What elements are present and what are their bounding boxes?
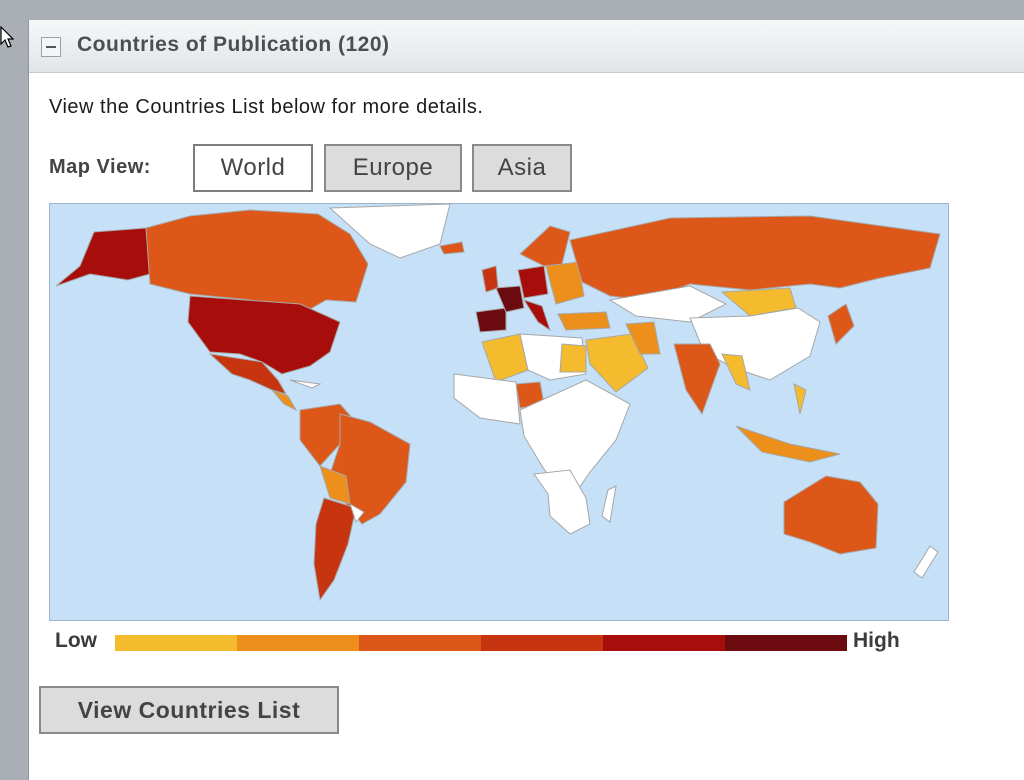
europe-view-button[interactable]: Europe bbox=[324, 144, 462, 192]
country-india bbox=[673, 343, 721, 416]
country-iran bbox=[625, 321, 661, 355]
legend-swatch-5 bbox=[603, 635, 725, 651]
country-uruguay bbox=[349, 502, 365, 524]
country-southern-africa bbox=[533, 469, 591, 535]
country-canada bbox=[145, 209, 369, 317]
asia-view-button[interactable]: Asia bbox=[472, 144, 572, 192]
country-argentina bbox=[313, 497, 357, 602]
country-philippines bbox=[793, 383, 807, 415]
country-italy bbox=[522, 299, 551, 332]
collapse-icon[interactable] bbox=[41, 37, 61, 57]
panel-header: Countries of Publication (120) bbox=[29, 20, 1024, 73]
country-turkey bbox=[557, 311, 611, 331]
country-mexico bbox=[208, 353, 288, 395]
country-brazil bbox=[329, 413, 411, 525]
legend-high-label: High bbox=[853, 629, 900, 652]
country-egypt bbox=[559, 343, 587, 373]
country-new-zealand bbox=[913, 545, 939, 579]
legend-swatch-1 bbox=[115, 635, 237, 651]
panel-title: Countries of Publication (120) bbox=[77, 33, 390, 56]
legend-swatch-2 bbox=[237, 635, 359, 651]
country-germany bbox=[517, 265, 549, 299]
country-japan bbox=[827, 303, 855, 345]
legend-swatch-3 bbox=[359, 635, 481, 651]
country-france bbox=[495, 285, 525, 313]
countries-panel: Countries of Publication (120) View the … bbox=[28, 20, 1024, 780]
world-map[interactable] bbox=[49, 203, 949, 621]
world-view-button[interactable]: World bbox=[193, 144, 313, 192]
country-saudi-arabia bbox=[585, 333, 649, 393]
country-west-africa bbox=[453, 373, 521, 425]
country-eastern-europe bbox=[545, 261, 585, 305]
view-countries-list-button[interactable]: View Countries List bbox=[39, 686, 339, 734]
country-spain bbox=[475, 307, 507, 333]
country-indonesia bbox=[735, 425, 841, 463]
country-australia bbox=[783, 475, 879, 555]
country-usa bbox=[187, 295, 341, 375]
mouse-pointer-icon bbox=[0, 26, 14, 48]
country-kazakhstan bbox=[608, 285, 728, 323]
world-map-graphic bbox=[55, 204, 941, 602]
legend-swatch-4 bbox=[481, 635, 603, 651]
map-view-label: Map View: bbox=[49, 156, 151, 178]
country-southeast-asia bbox=[721, 353, 751, 391]
country-central-america bbox=[271, 389, 298, 412]
legend-color-scale bbox=[115, 635, 847, 651]
country-cuba bbox=[289, 379, 322, 389]
country-russia bbox=[569, 215, 941, 301]
country-alaska bbox=[55, 227, 151, 287]
legend-low-label: Low bbox=[55, 629, 97, 652]
country-iceland bbox=[439, 241, 465, 255]
country-scandinavia bbox=[519, 225, 571, 267]
intro-text: View the Countries List below for more d… bbox=[49, 96, 484, 118]
country-greenland bbox=[328, 204, 451, 259]
country-madagascar bbox=[601, 485, 617, 523]
legend-swatch-6 bbox=[725, 635, 847, 651]
